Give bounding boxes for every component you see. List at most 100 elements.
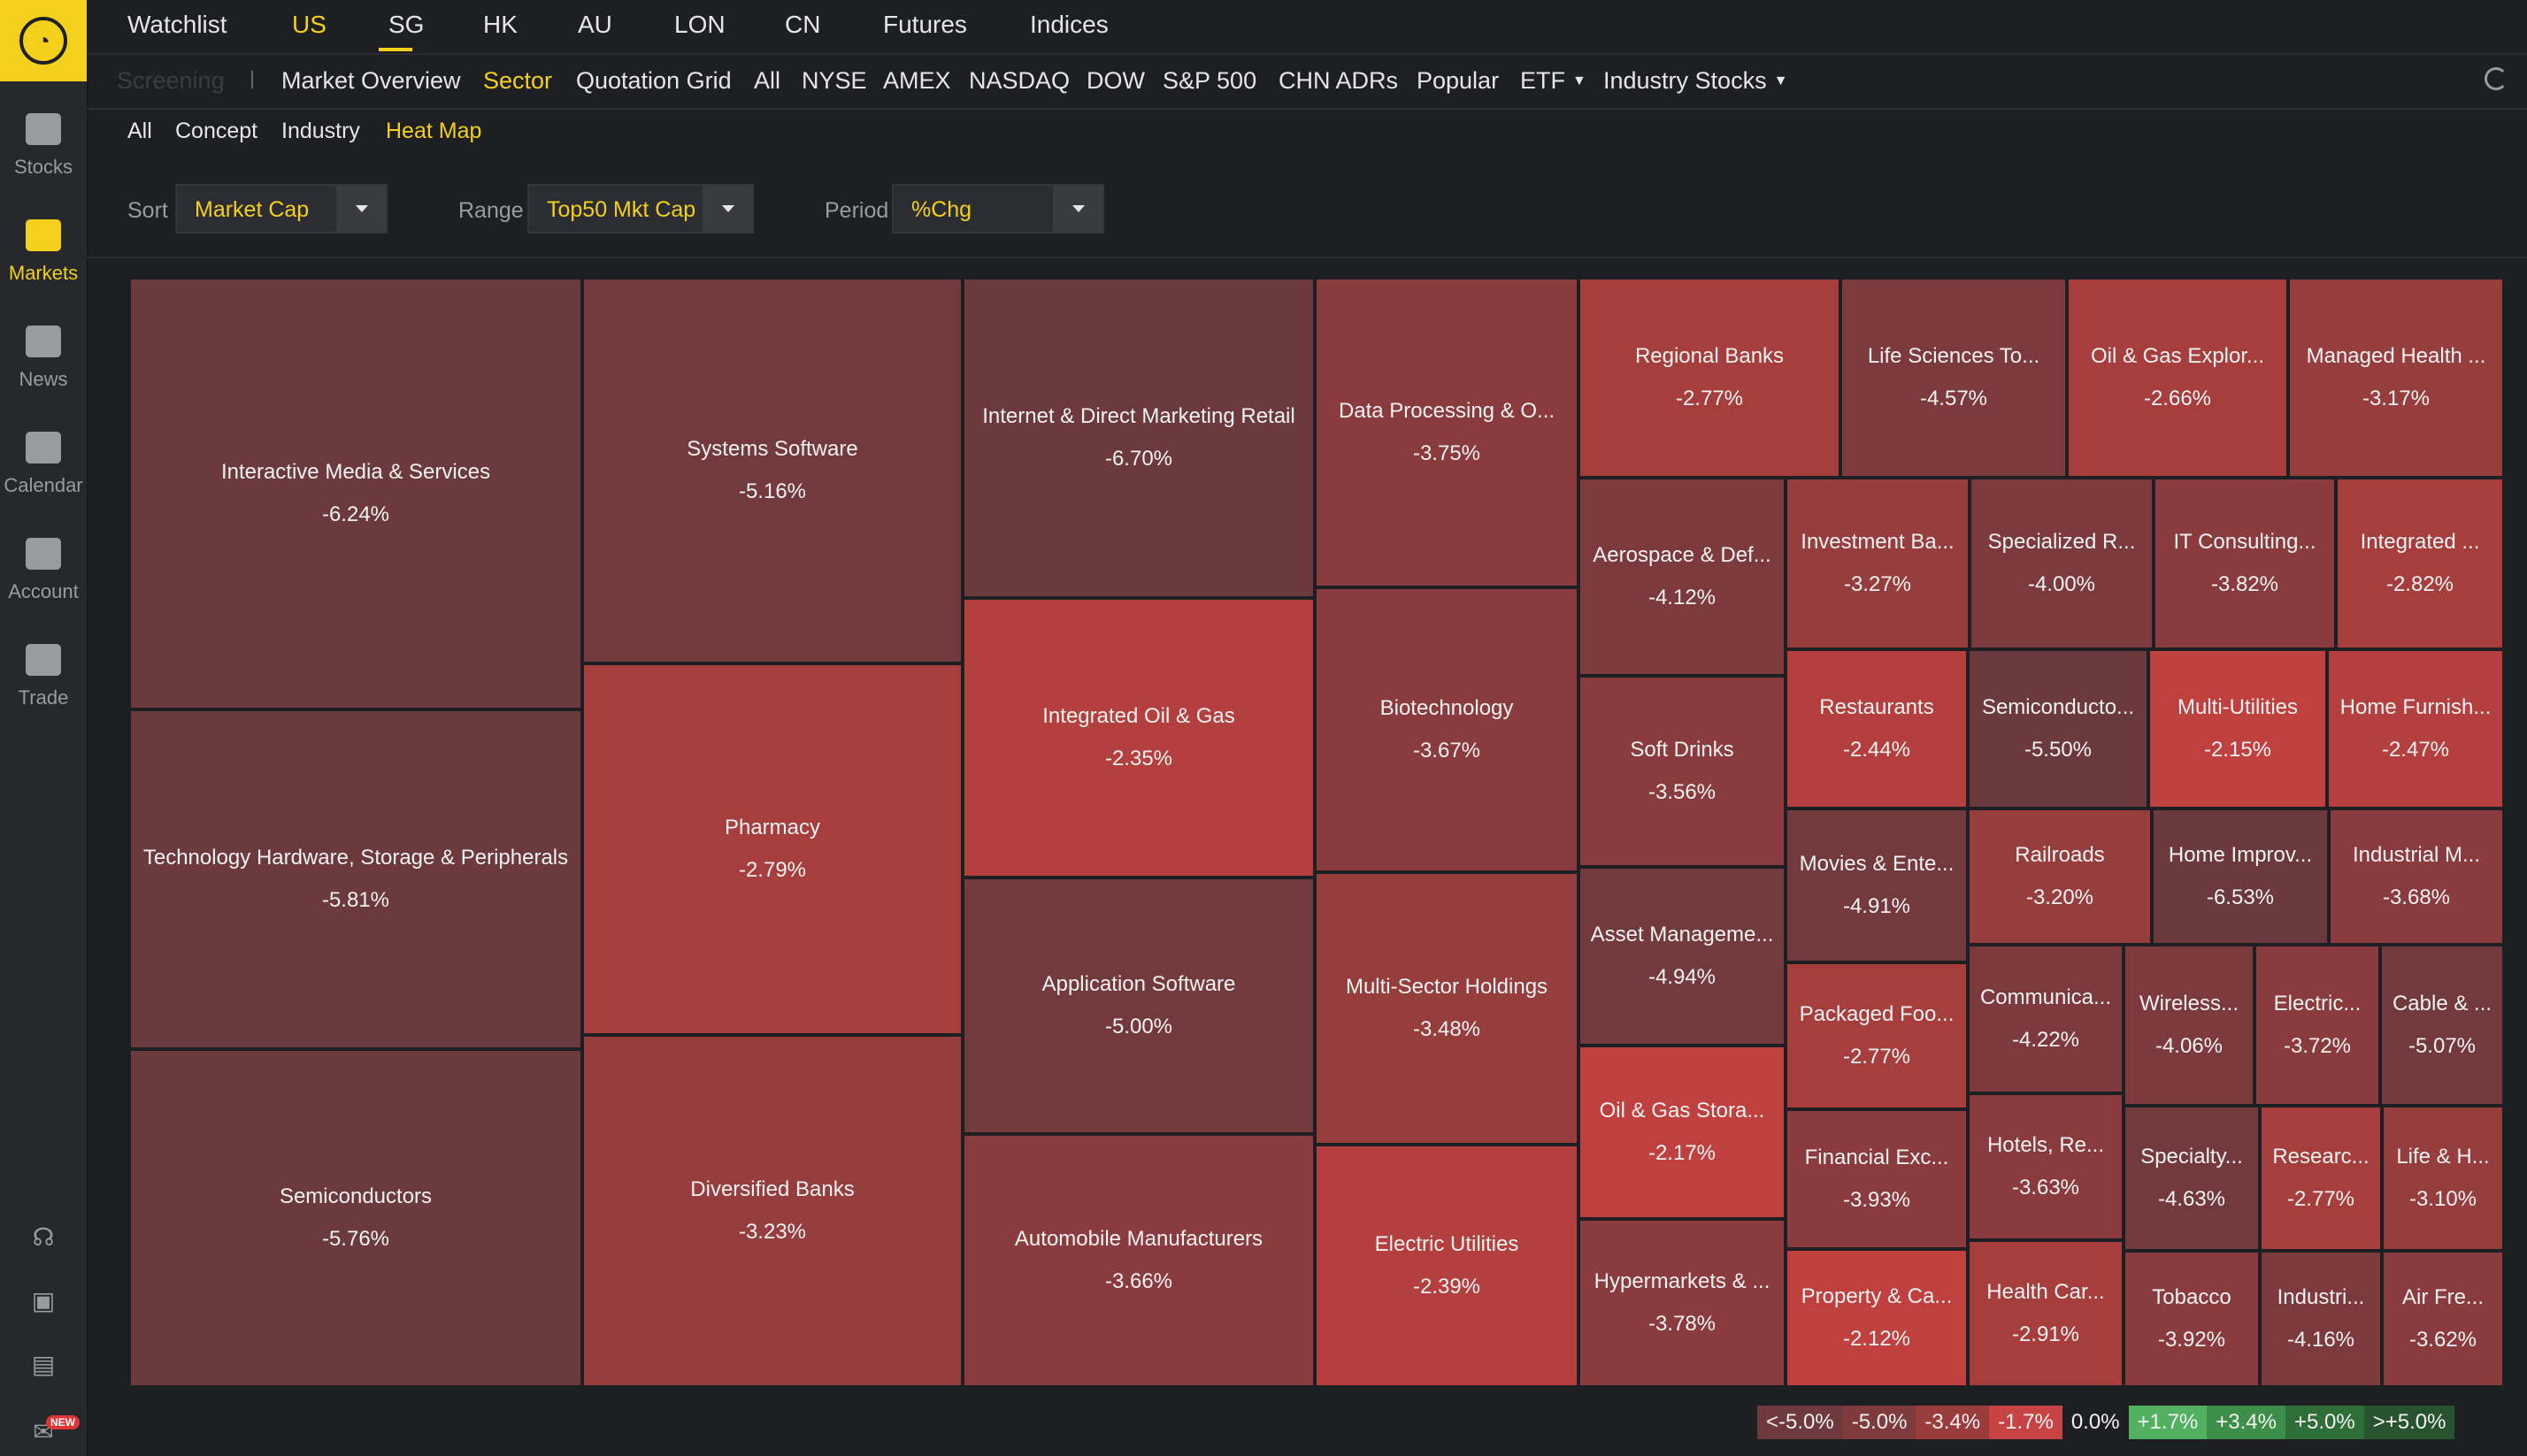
period-select[interactable]: %Chg [892, 184, 1104, 234]
heatmap-tile[interactable]: Managed Health ... -3.17% [2288, 278, 2504, 478]
subnav-all[interactable]: All [754, 67, 781, 94]
heatmap-tile[interactable]: Property & Ca... -2.12% [1786, 1249, 1968, 1387]
sort-select[interactable]: Market Cap [175, 184, 388, 234]
range-select[interactable]: Top50 Mkt Cap [527, 184, 754, 234]
heatmap-tile[interactable]: Oil & Gas Explor... -2.66% [2067, 278, 2288, 478]
heatmap-tile[interactable]: Home Furnish... -2.47% [2327, 649, 2504, 808]
sidebar-item-calendar[interactable]: Calendar [0, 418, 87, 506]
tab-us[interactable]: US [292, 11, 326, 38]
subnav-chn-adrs[interactable]: CHN ADRs [1279, 67, 1399, 94]
industry-stocks-label: Industry Stocks [1603, 67, 1767, 94]
view-tab-industry[interactable]: Industry [281, 119, 360, 143]
heatmap-tile[interactable]: Home Improv... -6.53% [2152, 808, 2329, 945]
heatmap-tile[interactable]: Regional Banks -2.77% [1578, 278, 1840, 478]
subnav-market-overview[interactable]: Market Overview [281, 67, 461, 94]
heatmap-tile[interactable]: Life Sciences To... -4.57% [1840, 278, 2067, 478]
heatmap-tile[interactable]: Application Software -5.00% [963, 877, 1315, 1134]
subnav-sector[interactable]: Sector [483, 67, 553, 94]
subnav-dow[interactable]: DOW [1087, 67, 1145, 94]
subnav-sp500[interactable]: S&P 500 [1163, 67, 1257, 94]
heatmap-tile[interactable]: Industri... -4.16% [2260, 1251, 2382, 1387]
heatmap-tile[interactable]: Pharmacy -2.79% [582, 663, 963, 1035]
sidebar-item-stocks[interactable]: Stocks [0, 99, 87, 188]
sidebar-item-news[interactable]: News [0, 311, 87, 400]
heatmap-tile[interactable]: Biotechnology -3.67% [1315, 587, 1578, 872]
refresh-icon[interactable] [2485, 67, 2508, 90]
heatmap-tile[interactable]: Data Processing & O... -3.75% [1315, 278, 1578, 587]
heatmap-tile[interactable]: Researc... -2.77% [2260, 1106, 2382, 1251]
heatmap-tile[interactable]: Integrated ... -2.82% [2336, 478, 2504, 649]
view-tab-heat-map[interactable]: Heat Map [386, 119, 482, 143]
headset-icon[interactable]: ☊ [32, 1223, 55, 1251]
tab-indices[interactable]: Indices [1030, 11, 1109, 38]
heatmap-tile[interactable]: Oil & Gas Stora... -2.17% [1578, 1046, 1786, 1219]
tab-au[interactable]: AU [578, 11, 612, 38]
heatmap-tile[interactable]: Financial Exc... -3.93% [1786, 1109, 1968, 1249]
heatmap-tile[interactable]: Aerospace & Def... -4.12% [1578, 478, 1786, 676]
subnav-etf-dropdown[interactable]: ETF ▼ [1520, 67, 1586, 95]
heatmap-tile[interactable]: Integrated Oil & Gas -2.35% [963, 598, 1315, 877]
chart-icon [26, 113, 61, 145]
heatmap-tile[interactable]: Multi-Utilities -2.15% [2148, 649, 2327, 808]
heatmap-tile[interactable]: Air Fre... -3.62% [2382, 1251, 2504, 1387]
sector-change: -3.20% [2025, 885, 2094, 909]
heatmap-tile[interactable]: Cable & ... -5.07% [2380, 945, 2504, 1106]
heatmap-tile[interactable]: Diversified Banks -3.23% [582, 1035, 963, 1387]
tab-cn[interactable]: CN [785, 11, 821, 38]
heatmap-tile[interactable]: Life & H... -3.10% [2382, 1106, 2504, 1251]
tab-watchlist[interactable]: Watchlist [127, 11, 227, 38]
sidebar-item-trade[interactable]: Trade [0, 630, 87, 718]
heatmap-tile[interactable]: Railroads -3.20% [1968, 808, 2152, 945]
heatmap-tile[interactable]: Semiconductors -5.76% [129, 1049, 582, 1387]
view-tab-all[interactable]: All [127, 119, 152, 143]
tab-hk[interactable]: HK [483, 11, 518, 38]
subnav-quotation-grid[interactable]: Quotation Grid [576, 67, 732, 94]
chat-icon[interactable]: ▤ [31, 1351, 56, 1378]
subnav-nasdaq[interactable]: NASDAQ [969, 67, 1071, 94]
sidebar-item-markets[interactable]: Markets [0, 205, 87, 294]
heatmap-tile[interactable]: Industrial M... -3.68% [2329, 808, 2504, 945]
tab-futures[interactable]: Futures [883, 11, 967, 38]
sector-name: Life Sciences To... [1867, 344, 2040, 368]
heatmap-tile[interactable]: Automobile Manufacturers -3.66% [963, 1134, 1315, 1387]
heatmap-tile[interactable]: Electric Utilities -2.39% [1315, 1145, 1578, 1387]
app-logo[interactable]: ◔ [0, 0, 87, 81]
heatmap-tile[interactable]: Hotels, Re... -3.63% [1968, 1093, 2124, 1240]
heatmap-tile[interactable]: IT Consulting... -3.82% [2154, 478, 2336, 649]
heatmap-tile[interactable]: Movies & Ente... -4.91% [1786, 808, 1968, 962]
sector-name: Researc... [2272, 1145, 2370, 1169]
heatmap-tile[interactable]: Multi-Sector Holdings -3.48% [1315, 872, 1578, 1145]
heatmap-tile[interactable]: Technology Hardware, Storage & Periphera… [129, 709, 582, 1049]
heatmap-tile[interactable]: Specialty... -4.63% [2124, 1106, 2260, 1251]
subnav-industry-stocks-dropdown[interactable]: Industry Stocks ▼ [1603, 67, 1787, 95]
view-tab-concept[interactable]: Concept [175, 119, 258, 143]
subnav-popular[interactable]: Popular [1417, 67, 1500, 94]
tab-sg[interactable]: SG [388, 11, 425, 38]
heatmap-tile[interactable]: Internet & Direct Marketing Retail -6.70% [963, 278, 1315, 598]
heatmap-tile[interactable]: Packaged Foo... -2.77% [1786, 962, 1968, 1109]
gift-icon[interactable]: ▣ [31, 1287, 56, 1314]
heatmap-tile[interactable]: Systems Software -5.16% [582, 278, 963, 663]
heatmap-tile[interactable]: Communica... -4.22% [1968, 945, 2124, 1093]
heatmap-tile[interactable]: Tobacco -3.92% [2124, 1251, 2260, 1387]
heatmap-tile[interactable]: Health Car... -2.91% [1968, 1240, 2124, 1387]
heatmap-tile[interactable]: Restaurants -2.44% [1786, 649, 1968, 808]
heatmap-tile[interactable]: Electric... -3.72% [2254, 945, 2380, 1106]
subnav-nyse[interactable]: NYSE [802, 67, 867, 94]
heatmap-tile[interactable]: Asset Manageme... -4.94% [1578, 867, 1786, 1046]
heatmap-tile[interactable]: Wireless... -4.06% [2124, 945, 2254, 1106]
tab-lon[interactable]: LON [674, 11, 726, 38]
heatmap-tile[interactable]: Investment Ba... -3.27% [1786, 478, 1970, 649]
heatmap-tile[interactable]: Soft Drinks -3.56% [1578, 676, 1786, 867]
heatmap-tile[interactable]: Interactive Media & Services -6.24% [129, 278, 582, 709]
screening-link[interactable]: Screening [117, 67, 225, 94]
heatmap-tile[interactable]: Semiconducto... -5.50% [1968, 649, 2148, 808]
heatmap-tile[interactable]: Hypermarkets & ... -3.78% [1578, 1219, 1786, 1387]
sidebar-item-account[interactable]: Account [0, 524, 87, 612]
subnav-amex[interactable]: AMEX [883, 67, 951, 94]
sector-change: -4.94% [1648, 965, 1717, 989]
sidebar-item-label: Account [8, 580, 79, 602]
heatmap-tile[interactable]: Specialized R... -4.00% [1970, 478, 2154, 649]
sector-name: Oil & Gas Stora... [1599, 1099, 1765, 1123]
sector-name: Specialized R... [1987, 530, 2136, 554]
